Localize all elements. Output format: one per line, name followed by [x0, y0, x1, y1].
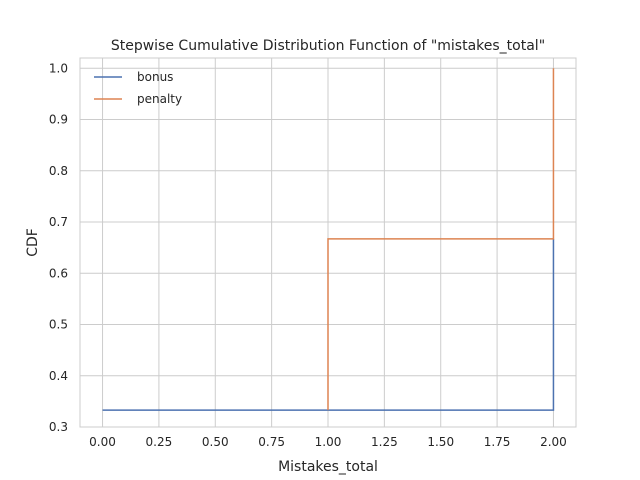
x-tick-label: 0.50 — [202, 435, 229, 449]
plot-frame — [79, 57, 577, 428]
x-tick-label: 0.75 — [258, 435, 285, 449]
y-axis-label: CDF — [25, 228, 41, 257]
x-tick-label: 2.00 — [540, 435, 567, 449]
y-tick-label: 0.6 — [49, 266, 68, 280]
x-tick-label: 1.75 — [484, 435, 511, 449]
series-line-penalty — [327, 68, 555, 411]
x-tick-label: 1.25 — [371, 435, 398, 449]
legend: bonus penalty — [94, 70, 182, 106]
y-tick-label: 0.5 — [49, 318, 68, 332]
x-tick-label: 0.00 — [89, 435, 116, 449]
y-tick-label: 1.0 — [49, 61, 68, 75]
series-line-bonus — [102, 238, 555, 411]
y-tick-label: 0.7 — [49, 215, 68, 229]
y-tick-label: 0.8 — [49, 164, 68, 178]
tick-labels: 0.00 0.25 0.50 0.75 1.00 1.25 1.50 1.75 2.00 0.3 0… — [49, 61, 567, 449]
x-tick-label: 1.00 — [315, 435, 342, 449]
y-tick-label: 0.4 — [49, 369, 68, 383]
x-tick-label: 1.50 — [427, 435, 454, 449]
legend-label: bonus — [137, 70, 173, 84]
legend-label: penalty — [137, 92, 182, 106]
x-tick-label: 0.25 — [146, 435, 173, 449]
series-layer — [102, 68, 555, 411]
chart-title: Stepwise Cumulative Distribution Functio… — [111, 38, 545, 54]
y-tick-label: 0.9 — [49, 113, 68, 127]
x-axis-label: Mistakes_total — [278, 459, 378, 475]
y-tick-label: 0.3 — [49, 420, 68, 434]
